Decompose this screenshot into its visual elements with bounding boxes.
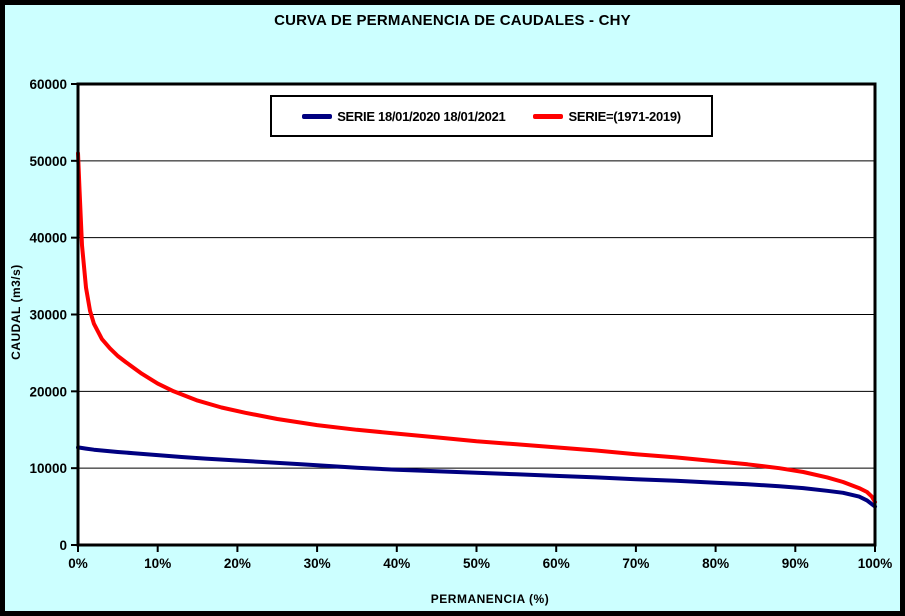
x-tick-label-100: 100%	[858, 556, 893, 571]
x-tick-label-0: 0%	[68, 556, 88, 571]
legend-label-serie-1971-2019: SERIE=(1971-2019)	[568, 108, 681, 124]
legend-entry-serie-2020-2021: SERIE 18/01/2020 18/01/2021	[302, 108, 506, 124]
y-tick-label-50000: 50000	[29, 154, 67, 169]
x-tick-label-90: 90%	[782, 556, 809, 571]
x-tick-label-30: 30%	[304, 556, 331, 571]
chart-title: CURVA DE PERMANENCIA DE CAUDALES - CHY	[274, 12, 631, 29]
legend-entry-serie-1971-2019: SERIE=(1971-2019)	[533, 108, 681, 124]
x-tick-label-40: 40%	[383, 556, 410, 571]
series-line-0	[76, 445, 877, 509]
x-tick-label-80: 80%	[702, 556, 729, 571]
x-tick-label-60: 60%	[543, 556, 570, 571]
x-tick-label-70: 70%	[622, 556, 649, 571]
y-tick-label-40000: 40000	[29, 231, 67, 246]
x-tick-label-50: 50%	[463, 556, 490, 571]
series-line-1	[76, 151, 877, 504]
y-axis-title: CAUDAL (m3/s)	[9, 264, 23, 360]
x-axis-title: PERMANENCIA (%)	[430, 592, 550, 606]
x-tick-label-20: 20%	[224, 556, 251, 571]
legend-line-sample-red	[533, 113, 564, 119]
legend: SERIE 18/01/2020 18/01/2021 SERIE=(1971-…	[270, 95, 713, 137]
legend-line-sample-blue	[302, 113, 333, 119]
y-tick-label-0: 0	[59, 538, 67, 553]
legend-label-serie-2020-2021: SERIE 18/01/2020 18/01/2021	[337, 108, 506, 124]
y-tick-label-30000: 30000	[29, 308, 67, 323]
y-tick-label-20000: 20000	[29, 384, 67, 399]
y-tick-label-60000: 60000	[29, 77, 67, 92]
x-tick-label-10: 10%	[144, 556, 171, 571]
y-tick-label-10000: 10000	[29, 461, 67, 476]
